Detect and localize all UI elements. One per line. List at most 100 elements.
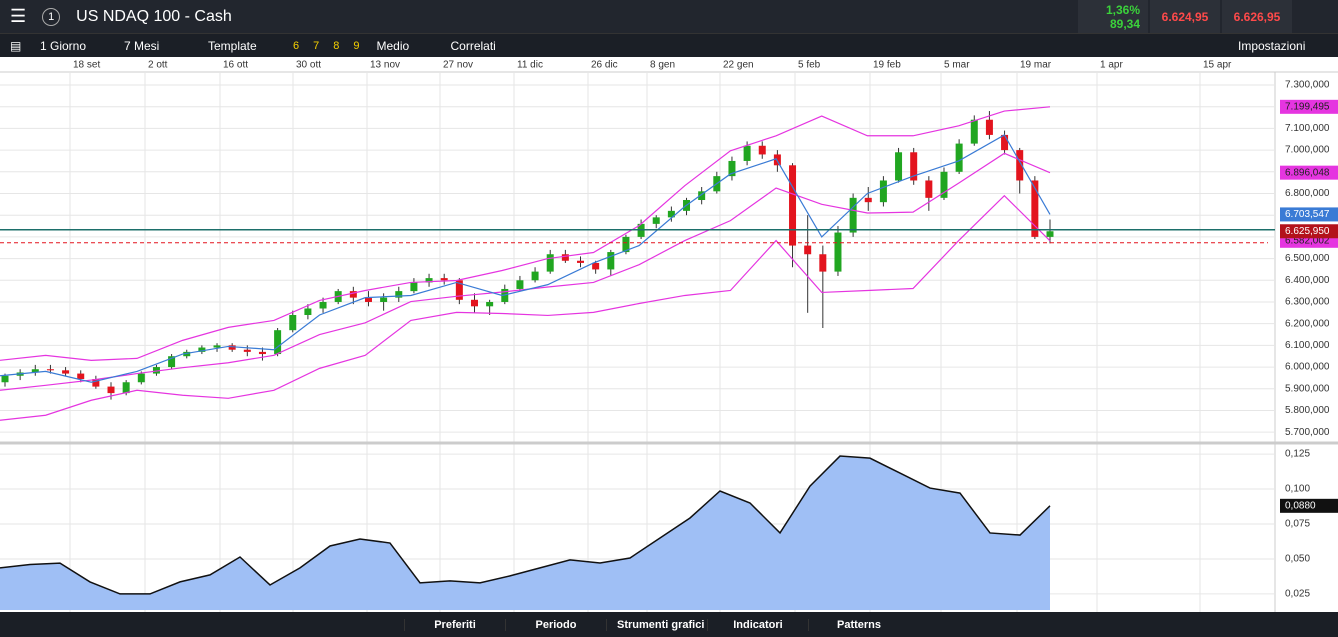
candle-body xyxy=(258,351,266,355)
area-line xyxy=(0,455,1051,595)
buy-price[interactable]: 6.626,95 xyxy=(1222,0,1292,33)
y-tick-label: 6.200,000 xyxy=(1285,318,1330,329)
candle-body xyxy=(516,280,524,289)
candle-body xyxy=(470,299,478,307)
y-tick-label: 6.500,000 xyxy=(1285,253,1330,264)
price-tag: 6.625,950 xyxy=(1280,224,1338,239)
footer: Preferiti Periodo Strumenti grafici Indicat… xyxy=(0,612,1338,637)
tag-label: 6.896,048 xyxy=(1285,167,1330,178)
badge[interactable]: 1 xyxy=(42,7,61,26)
correlated[interactable]: Correlati xyxy=(450,39,496,53)
tag-bg xyxy=(1280,224,1338,239)
candle-body xyxy=(910,152,918,181)
change-pct: 1,36% xyxy=(1105,2,1140,17)
line-tag: 6.896,048 xyxy=(1280,165,1338,180)
y-tick-label: 0,075 xyxy=(1285,519,1310,530)
tag-label: 6.625,950 xyxy=(1285,226,1330,237)
tag-label: 7.199,495 xyxy=(1285,101,1330,112)
footer-tab[interactable]: Preferiti xyxy=(404,618,505,631)
candle-body xyxy=(864,197,872,203)
footer-tab[interactable]: Periodo xyxy=(505,618,606,631)
value-tag: 0,0880 xyxy=(1280,498,1338,513)
footer-tab[interactable]: Patterns xyxy=(808,618,909,631)
candle-body xyxy=(698,191,706,201)
candle-body xyxy=(92,378,100,387)
candle-body xyxy=(940,171,948,198)
footer-tab[interactable]: Strumenti grafici xyxy=(606,618,707,631)
date-label: 13 nov xyxy=(370,60,400,71)
candle-body xyxy=(364,297,372,302)
footer-tab[interactable]: Indicatori xyxy=(707,618,808,631)
sell-price[interactable]: 6.624,95 xyxy=(1150,0,1220,33)
candle-body xyxy=(1046,231,1054,237)
candle-body xyxy=(455,280,463,300)
candle-body xyxy=(304,308,312,315)
candle-body xyxy=(62,370,70,374)
candle-body xyxy=(31,369,39,373)
instrument-title: US NDAQ 100 - Cash xyxy=(76,7,232,25)
candle-body xyxy=(1016,150,1024,181)
candle-body xyxy=(183,351,191,357)
y-tick-label: 6.400,000 xyxy=(1285,275,1330,286)
menu-icon[interactable]: ☰ xyxy=(10,6,27,26)
candle-body xyxy=(879,180,887,203)
candle-body xyxy=(577,260,585,263)
range[interactable]: 7 Mesi xyxy=(124,39,160,53)
toolbar: ▤ 1 Giorno 7 Mesi Template 6 7 8 9 Medio… xyxy=(0,33,1338,58)
candle-body xyxy=(274,330,282,355)
candle-body xyxy=(46,369,54,371)
date-label: 27 nov xyxy=(443,60,473,71)
indicator-line xyxy=(0,152,1051,391)
candle-body xyxy=(213,345,221,348)
candle-body xyxy=(168,356,176,368)
preset[interactable]: 7 xyxy=(313,40,320,52)
candle-body xyxy=(531,271,539,281)
line-tag: 7.199,495 xyxy=(1280,99,1338,114)
candle-body xyxy=(501,288,509,302)
candle-body xyxy=(925,180,933,198)
preset[interactable]: 9 xyxy=(353,40,360,52)
candle-body xyxy=(743,145,751,161)
date-label: 30 ott xyxy=(296,60,321,71)
date-label: 26 dic xyxy=(591,60,618,71)
date-label: 5 mar xyxy=(944,60,970,71)
tag-bg xyxy=(1280,498,1338,513)
date-label: 19 mar xyxy=(1020,60,1052,71)
settings[interactable]: Impostazioni xyxy=(1238,39,1306,53)
date-label: 22 gen xyxy=(723,60,754,71)
candle-body xyxy=(77,373,85,379)
candle-body xyxy=(819,254,827,272)
candle-body xyxy=(804,245,812,255)
candle-body xyxy=(895,152,903,181)
preset[interactable]: 6 xyxy=(293,40,300,52)
indicator-line xyxy=(0,134,1051,383)
indicator-line xyxy=(0,194,1051,421)
candle-body xyxy=(440,278,448,281)
candle-body xyxy=(758,145,766,155)
y-tick-label: 7.100,000 xyxy=(1285,123,1330,134)
date-label: 15 apr xyxy=(1203,60,1232,71)
template[interactable]: Template xyxy=(208,39,257,53)
y-tick-label: 6.800,000 xyxy=(1285,188,1330,199)
candle-body xyxy=(349,291,357,298)
y-tick-label: 7.000,000 xyxy=(1285,145,1330,156)
list-icon[interactable]: ▤ xyxy=(10,39,22,53)
candle-body xyxy=(486,301,494,307)
candle-body xyxy=(970,119,978,144)
candle-body xyxy=(243,349,251,352)
candle-body xyxy=(592,262,600,270)
candle-body xyxy=(607,252,615,270)
candle-body xyxy=(955,143,963,172)
tag-bg xyxy=(1280,207,1338,222)
candle-body xyxy=(198,347,206,352)
chart: 18 set 2 ott 16 ott 30 ott 13 nov 27 nov 11 di… xyxy=(0,57,1338,612)
candle-body xyxy=(834,232,842,272)
interval[interactable]: 1 Giorno xyxy=(40,39,87,53)
y-tick-label: 5.700,000 xyxy=(1285,427,1330,438)
tag-label: 0,0880 xyxy=(1285,500,1316,511)
preset[interactable]: 8 xyxy=(333,40,340,52)
size[interactable]: Medio xyxy=(376,39,410,53)
y-tick-label: 6.000,000 xyxy=(1285,362,1330,373)
candle-body xyxy=(289,314,297,331)
change: 1,36% 89,34 xyxy=(1078,0,1148,33)
